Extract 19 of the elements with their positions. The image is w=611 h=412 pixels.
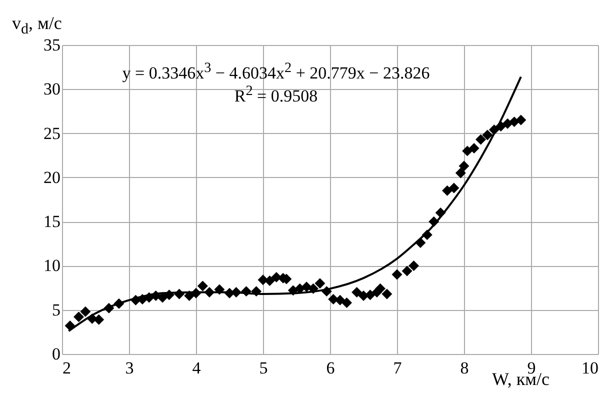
x-tick-label: 6 xyxy=(326,358,335,378)
x-tick-label: 4 xyxy=(192,358,202,378)
annotation: R$^{2}$ = 0.9508 xyxy=(233,83,319,106)
y-axis-title: v$_{d}$, м/с xyxy=(12,13,62,38)
y-tick-label: 30 xyxy=(44,80,60,99)
y-tick-label: 10 xyxy=(44,256,60,276)
x-tick-label: 7 xyxy=(393,358,402,378)
y-tick-label: 15 xyxy=(44,212,60,232)
y-tick-label: 5 xyxy=(52,300,60,320)
x-tick-label: 5 xyxy=(259,358,268,378)
y-tick-label: 0 xyxy=(52,344,60,364)
annotation: y = 0.3346x$^{3}$ − 4.6034x$^{2}$ + 20.779x − 23.826 xyxy=(121,60,431,84)
y-tick-label: 20 xyxy=(44,168,60,187)
y-tick-label: 25 xyxy=(44,124,60,143)
x-tick-label: 3 xyxy=(125,358,134,378)
x-tick-label: 8 xyxy=(460,358,469,378)
x-tick-label: 2 xyxy=(62,358,71,378)
x-tick-label: 10 xyxy=(582,358,598,378)
y-tick-label: 35 xyxy=(44,36,60,54)
